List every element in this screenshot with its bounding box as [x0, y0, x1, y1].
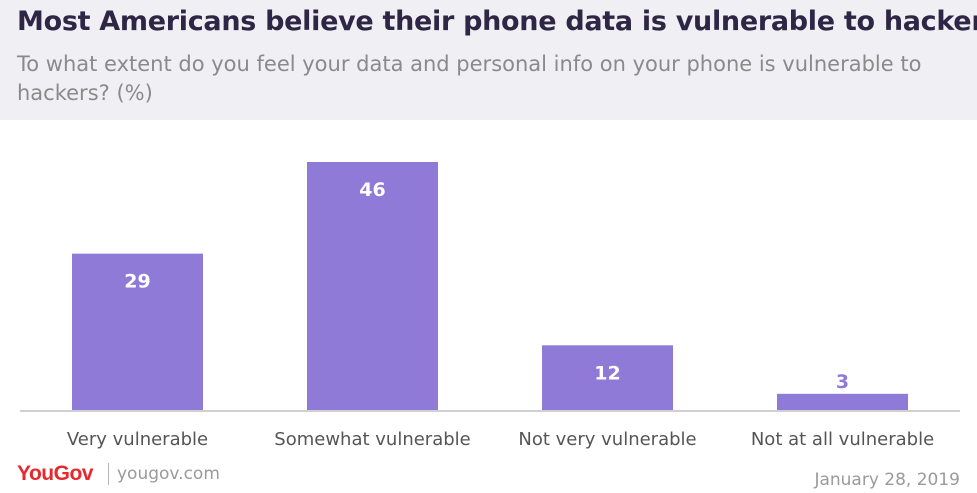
bar-not-very-vulnerable [542, 345, 673, 410]
bar-somewhat-vulnerable [307, 162, 438, 410]
data-label: 3 [836, 371, 849, 393]
bar-not-at-all-vulnerable [777, 393, 908, 410]
category-label: Somewhat vulnerable [274, 429, 470, 450]
data-label: 12 [594, 362, 620, 384]
chart-title: Most Americans believe their phone data … [17, 6, 977, 37]
chart-header [0, 0, 977, 120]
yougov-logo: YouGov [17, 462, 93, 485]
category-label: Not at all vulnerable [751, 429, 934, 450]
bar-very-vulnerable [72, 253, 203, 410]
category-label: Very vulnerable [67, 429, 208, 450]
data-label: 29 [124, 271, 150, 293]
footer-site-link[interactable]: yougov.com [117, 464, 220, 484]
data-label: 46 [359, 179, 385, 201]
chart-subtitle: To what extent do you feel your data and… [17, 52, 922, 105]
footer-divider [108, 463, 109, 485]
publish-date: January 28, 2019 [814, 470, 960, 490]
category-label: Not very vulnerable [518, 429, 696, 450]
